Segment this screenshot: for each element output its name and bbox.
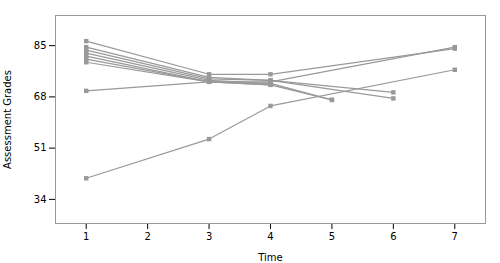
svg-text:5: 5	[329, 231, 335, 242]
svg-text:34: 34	[34, 194, 47, 205]
svg-text:4: 4	[267, 231, 273, 242]
svg-text:Assessment Grades: Assessment Grades	[2, 70, 13, 169]
svg-text:1: 1	[83, 231, 89, 242]
svg-text:85: 85	[34, 40, 47, 51]
svg-text:2: 2	[144, 231, 150, 242]
svg-text:51: 51	[34, 142, 47, 153]
svg-text:3: 3	[206, 231, 212, 242]
svg-text:Time: Time	[257, 252, 282, 263]
svg-text:7: 7	[452, 231, 458, 242]
svg-text:6: 6	[390, 231, 396, 242]
svg-text:68: 68	[34, 91, 47, 102]
